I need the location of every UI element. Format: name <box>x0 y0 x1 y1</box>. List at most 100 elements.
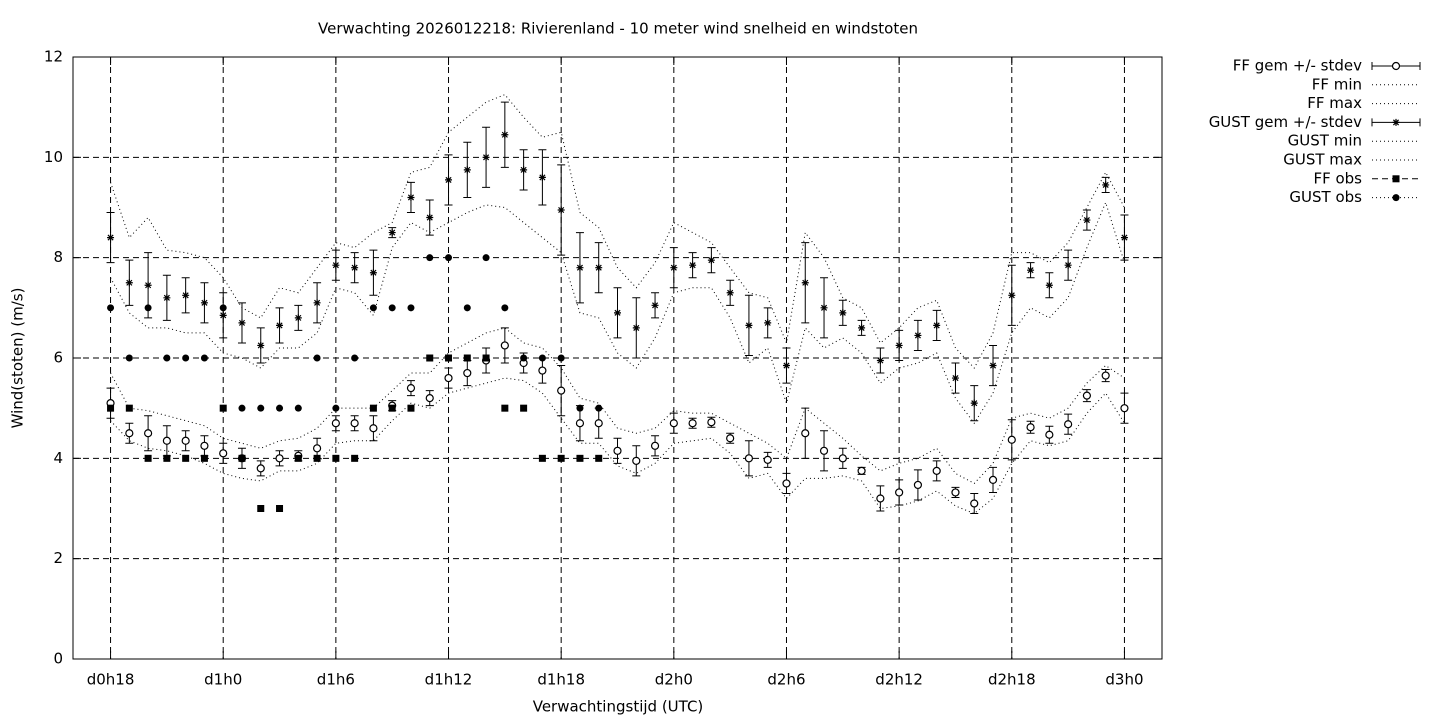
marker <box>614 309 621 317</box>
marker <box>351 354 359 362</box>
marker <box>557 354 565 362</box>
marker <box>932 466 941 475</box>
marker <box>238 404 246 412</box>
marker <box>520 354 528 362</box>
marker <box>876 494 885 503</box>
marker <box>520 404 528 412</box>
marker <box>256 464 265 473</box>
marker <box>182 454 190 462</box>
marker <box>388 304 396 312</box>
legend-label: GUST gem +/- stdev <box>1209 113 1362 131</box>
marker <box>294 454 302 462</box>
x-axis-label: Verwachtingstijd (UTC) <box>533 698 704 716</box>
range-line <box>110 327 1125 485</box>
marker <box>163 354 171 362</box>
legend-label: GUST min <box>1288 132 1362 150</box>
marker <box>933 321 941 329</box>
marker <box>801 279 809 287</box>
marker <box>332 261 340 269</box>
marker <box>538 354 546 362</box>
y-tick-label: 0 <box>53 650 63 668</box>
marker <box>819 446 829 455</box>
marker <box>313 354 321 362</box>
marker <box>182 291 190 299</box>
marker <box>332 404 340 412</box>
x-tick-label: d1h18 <box>537 671 585 689</box>
marker <box>350 419 359 428</box>
marker <box>388 404 396 412</box>
x-tick-label: d3h0 <box>1105 671 1143 689</box>
y-tick-label: 6 <box>53 349 63 367</box>
marker <box>276 505 284 512</box>
marker <box>369 269 377 277</box>
marker <box>200 354 208 362</box>
marker <box>951 374 959 382</box>
marker <box>763 455 772 464</box>
legend-label: GUST obs <box>1289 188 1362 206</box>
marker <box>125 354 133 362</box>
marker <box>951 488 960 497</box>
marker <box>726 434 735 443</box>
marker <box>650 441 660 450</box>
marker <box>407 304 415 312</box>
marker <box>576 454 584 462</box>
marker <box>688 419 697 428</box>
marker <box>200 299 208 307</box>
marker <box>538 173 546 181</box>
marker <box>914 331 922 339</box>
marker <box>463 354 471 362</box>
marker <box>1045 281 1053 289</box>
y-tick-label: 12 <box>44 48 63 66</box>
marker <box>312 444 322 453</box>
marker <box>707 418 716 427</box>
x-tick-label: d2h12 <box>875 671 923 689</box>
marker <box>445 254 453 262</box>
marker <box>444 373 453 383</box>
marker <box>369 424 378 433</box>
marker <box>989 362 997 370</box>
marker <box>669 419 678 428</box>
marker <box>595 404 603 412</box>
marker <box>632 324 640 332</box>
marker <box>275 454 284 463</box>
legend-label: FF gem +/- stdev <box>1233 57 1362 75</box>
marker <box>276 404 284 412</box>
marker <box>144 454 152 462</box>
marker <box>1027 266 1035 274</box>
marker <box>276 321 284 329</box>
marker <box>107 234 115 242</box>
marker <box>1392 118 1400 126</box>
marker <box>1101 371 1110 380</box>
marker <box>1026 423 1035 432</box>
marker <box>1045 430 1054 439</box>
marker <box>1392 175 1400 183</box>
marker <box>219 449 228 458</box>
marker <box>970 499 979 508</box>
marker <box>1120 404 1129 413</box>
marker <box>200 454 208 462</box>
x-tick-label: d2h6 <box>767 671 805 689</box>
marker <box>500 341 509 350</box>
marker <box>407 193 415 201</box>
marker <box>163 294 171 302</box>
legend-label: FF max <box>1307 94 1362 112</box>
marker <box>406 384 416 393</box>
marker <box>1391 61 1401 71</box>
marker <box>632 456 641 465</box>
marker <box>838 454 847 463</box>
marker <box>595 454 603 462</box>
marker <box>520 166 528 174</box>
marker <box>332 454 340 462</box>
marker <box>482 254 490 262</box>
y-tick-label: 8 <box>53 248 63 266</box>
marker <box>895 341 903 349</box>
marker <box>858 324 866 332</box>
marker <box>331 419 340 428</box>
marker <box>594 419 603 428</box>
marker <box>1120 234 1128 242</box>
marker <box>445 176 453 184</box>
marker <box>745 321 753 329</box>
marker <box>219 311 227 319</box>
x-tick-label: d1h12 <box>425 671 473 689</box>
marker <box>913 480 923 490</box>
